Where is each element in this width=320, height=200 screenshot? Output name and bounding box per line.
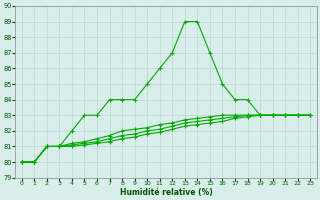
X-axis label: Humidité relative (%): Humidité relative (%): [120, 188, 212, 197]
